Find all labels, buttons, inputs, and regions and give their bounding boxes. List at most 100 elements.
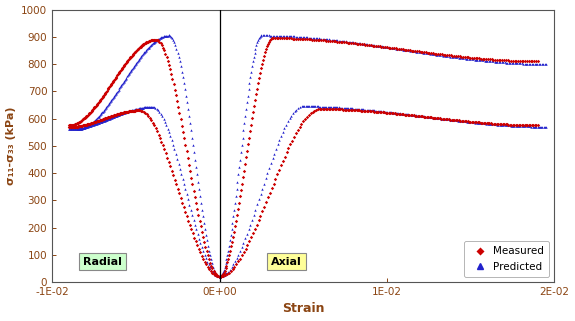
- Point: [121, 110, 131, 115]
- Point: [292, 107, 301, 112]
- Point: [215, 274, 224, 279]
- Point: [496, 122, 505, 127]
- Point: [497, 60, 507, 65]
- Point: [66, 125, 75, 130]
- Point: [476, 57, 485, 63]
- Text: Radial: Radial: [83, 256, 122, 267]
- Point: [285, 36, 294, 41]
- Point: [85, 124, 94, 129]
- Point: [277, 133, 286, 138]
- Point: [193, 179, 202, 184]
- Point: [297, 36, 306, 41]
- Point: [350, 106, 359, 111]
- Point: [390, 110, 400, 115]
- Point: [498, 122, 507, 127]
- Point: [202, 259, 212, 264]
- Point: [102, 88, 112, 93]
- Point: [289, 134, 298, 140]
- Point: [499, 123, 508, 128]
- Point: [81, 115, 90, 120]
- Point: [469, 57, 478, 62]
- Point: [179, 136, 189, 141]
- Point: [72, 126, 82, 131]
- Point: [378, 44, 388, 49]
- Point: [140, 110, 150, 116]
- Point: [189, 150, 198, 155]
- Point: [104, 115, 113, 120]
- Point: [216, 274, 225, 279]
- Point: [113, 113, 122, 118]
- Point: [524, 61, 534, 66]
- Point: [446, 117, 455, 122]
- Point: [70, 122, 79, 127]
- Point: [93, 116, 102, 121]
- Point: [212, 273, 221, 278]
- Point: [344, 39, 353, 44]
- Point: [511, 122, 520, 127]
- Point: [108, 81, 117, 86]
- Point: [141, 48, 150, 53]
- Point: [137, 105, 147, 110]
- Point: [517, 58, 526, 64]
- Point: [224, 270, 233, 275]
- Point: [347, 40, 356, 46]
- Point: [359, 42, 368, 47]
- Point: [243, 93, 252, 98]
- Point: [82, 114, 91, 119]
- Point: [157, 139, 166, 144]
- Point: [114, 112, 124, 117]
- Point: [472, 57, 481, 62]
- Point: [260, 33, 269, 38]
- Point: [440, 117, 450, 122]
- Point: [494, 122, 503, 127]
- Point: [488, 122, 497, 127]
- Point: [447, 117, 457, 123]
- Point: [104, 115, 113, 120]
- Point: [474, 57, 484, 63]
- Point: [283, 36, 292, 41]
- X-axis label: Strain: Strain: [282, 302, 324, 316]
- Point: [382, 110, 392, 115]
- Point: [194, 236, 204, 241]
- Point: [428, 51, 438, 56]
- Point: [518, 124, 527, 129]
- Point: [200, 252, 209, 257]
- Point: [101, 117, 110, 123]
- Point: [440, 116, 449, 121]
- Point: [114, 113, 123, 118]
- Point: [170, 177, 179, 182]
- Point: [511, 61, 520, 66]
- Point: [512, 123, 522, 128]
- Point: [517, 61, 526, 66]
- Point: [516, 61, 525, 66]
- Point: [271, 33, 281, 38]
- Point: [459, 118, 468, 124]
- Point: [493, 122, 502, 127]
- Point: [321, 104, 330, 109]
- Point: [191, 164, 201, 169]
- Point: [215, 274, 224, 279]
- Point: [220, 272, 229, 277]
- Point: [204, 256, 213, 262]
- Point: [127, 67, 136, 73]
- Point: [93, 115, 102, 120]
- Point: [67, 127, 76, 132]
- Point: [375, 44, 385, 49]
- Point: [145, 38, 154, 43]
- Point: [76, 123, 85, 128]
- Point: [484, 56, 493, 62]
- Point: [142, 40, 151, 45]
- Point: [398, 47, 408, 52]
- Point: [382, 45, 392, 50]
- Point: [266, 161, 275, 166]
- Point: [277, 36, 286, 41]
- Point: [414, 49, 423, 54]
- Point: [145, 44, 155, 49]
- Point: [64, 125, 74, 130]
- Point: [450, 117, 459, 123]
- Point: [97, 96, 106, 101]
- Point: [278, 129, 288, 134]
- Point: [306, 104, 315, 109]
- Point: [91, 121, 101, 126]
- Point: [136, 54, 145, 59]
